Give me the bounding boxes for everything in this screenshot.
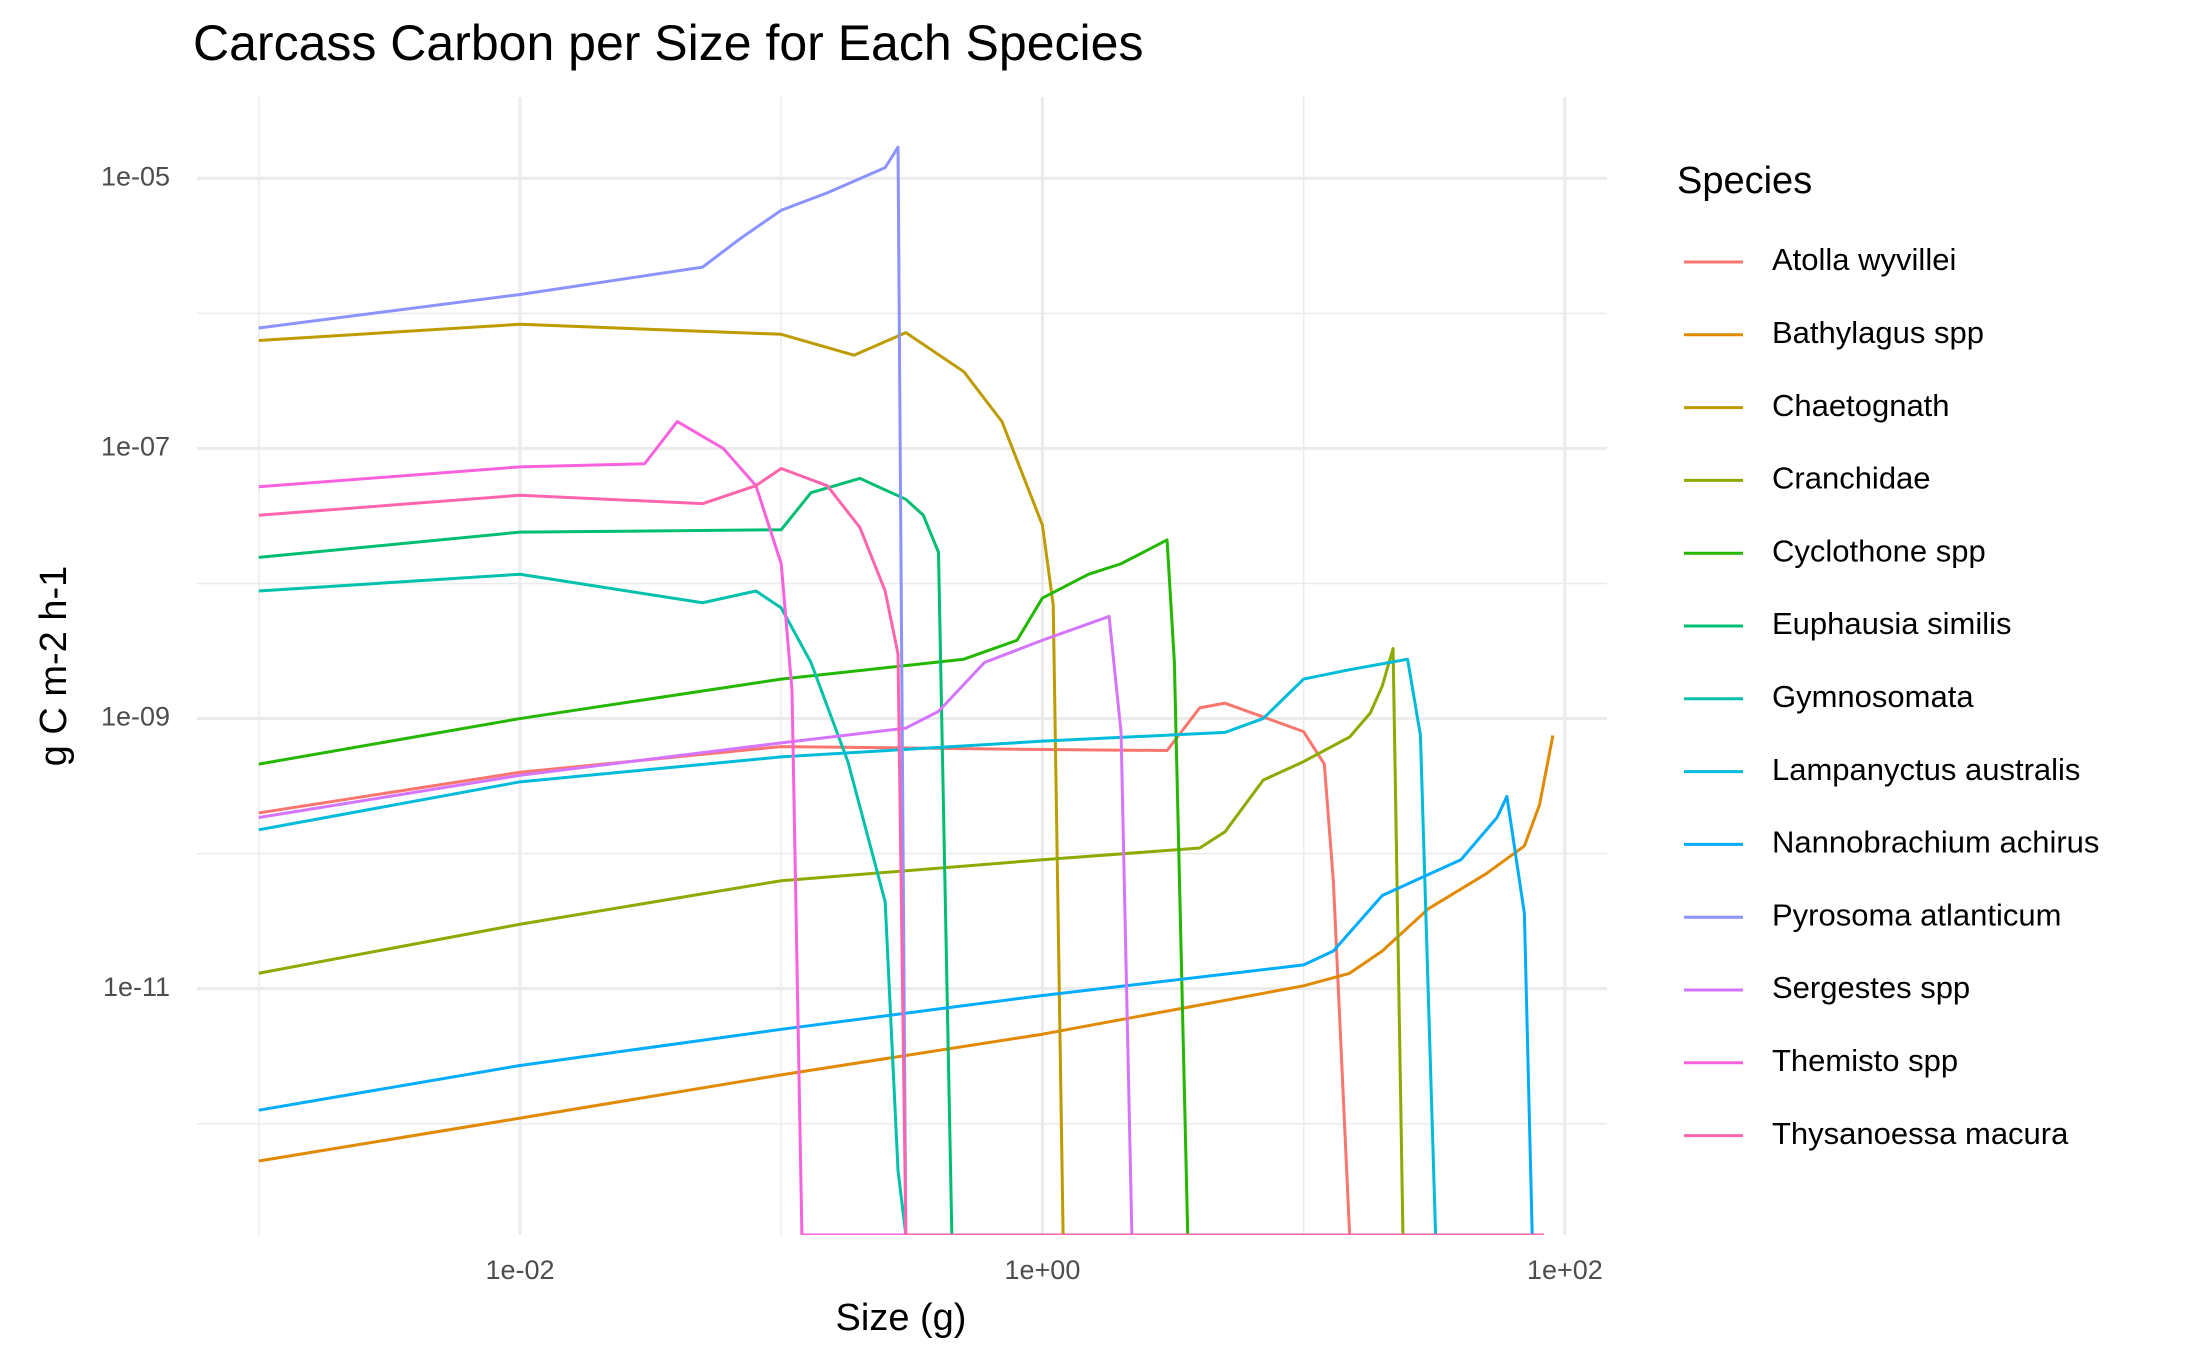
legend-label: Bathylagus spp (1772, 315, 1984, 350)
y-tick-label: 1e-07 (101, 432, 170, 462)
legend-label: Thysanoessa macura (1772, 1116, 2069, 1151)
legend-label: Cyclothone spp (1772, 533, 1986, 568)
series-line (258, 476, 1544, 1235)
y-tick-label: 1e-09 (101, 702, 170, 732)
series-line (258, 657, 1544, 1235)
chart-title: Carcass Carbon per Size for Each Species (193, 15, 1143, 71)
legend-title: Species (1677, 160, 1812, 202)
series-line (258, 794, 1544, 1235)
series-line (258, 538, 1544, 1235)
x-axis-title: Size (g) (836, 1297, 967, 1339)
legend-label: Lampanyctus australis (1772, 752, 2080, 787)
y-axis-title: g C m-2 h-1 (33, 566, 75, 767)
x-tick-label: 1e+02 (1527, 1255, 1603, 1285)
axes: 1e-02 1e+00 1e+02 1e-11 1e-09 1e-07 1e-05 (101, 161, 1603, 1285)
series-line (258, 647, 1544, 1235)
legend-label: Nannobrachium achirus (1772, 825, 2099, 860)
x-tick-label: 1e+00 (1005, 1255, 1081, 1285)
legend-label: Gymnosomata (1772, 679, 1974, 714)
legend-label: Chaetognath (1772, 388, 1950, 423)
legend-label: Pyrosoma atlanticum (1772, 897, 2061, 932)
series-line (258, 701, 1544, 1235)
series-line (258, 467, 1544, 1235)
series-line (258, 572, 1544, 1235)
legend-label: Cranchidae (1772, 461, 1931, 496)
legend-label: Euphausia similis (1772, 606, 2012, 641)
series-line (258, 420, 1544, 1235)
y-tick-label: 1e-11 (103, 972, 170, 1002)
x-tick-label: 1e-02 (485, 1255, 554, 1285)
legend-label: Themisto spp (1772, 1043, 1958, 1078)
legend: Atolla wyvillei Bathylagus spp Chaetognath… (1684, 242, 2099, 1151)
plot-lines (258, 145, 1555, 1235)
legend-label: Sergestes spp (1772, 970, 1970, 1005)
series-line (258, 614, 1544, 1235)
series-line (258, 145, 1544, 1235)
series-line (258, 322, 1544, 1235)
legend-label: Atolla wyvillei (1772, 242, 1956, 277)
series-line (258, 735, 1555, 1163)
y-tick-label: 1e-05 (101, 161, 170, 191)
